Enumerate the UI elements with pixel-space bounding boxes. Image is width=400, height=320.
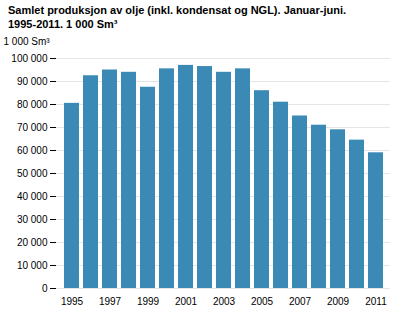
svg-text:10 000: 10 000: [17, 259, 48, 270]
svg-text:100 000: 100 000: [11, 52, 48, 63]
svg-text:1 000 Sm³: 1 000 Sm³: [4, 35, 51, 46]
html-text:1995-2011. 1 000 Sm³: 1995-2011. 1 000 Sm³: [8, 17, 118, 30]
svg-text:0: 0: [42, 282, 48, 293]
svg-text:50 000: 50 000: [17, 167, 48, 178]
svg-text:2001: 2001: [175, 295, 198, 306]
svg-text:2005: 2005: [251, 295, 274, 306]
svg-text:20 000: 20 000: [17, 236, 48, 247]
svg-text:1999: 1999: [137, 295, 160, 306]
svg-text:90 000: 90 000: [17, 75, 48, 86]
svg-text:70 000: 70 000: [17, 121, 48, 132]
svg-text:80 000: 80 000: [17, 98, 48, 109]
svg-text:1995: 1995: [61, 295, 84, 306]
svg-text:30 000: 30 000: [17, 213, 48, 224]
svg-text:60 000: 60 000: [17, 144, 48, 155]
svg-text:2011: 2011: [365, 295, 387, 306]
html-text:Samlet produksjon av olje (ink: Samlet produksjon av olje (inkl. kondens…: [8, 4, 346, 16]
svg-text:2003: 2003: [213, 295, 236, 306]
svg-text:40 000: 40 000: [17, 190, 48, 201]
svg-text:2007: 2007: [289, 295, 312, 306]
svg-text:1997: 1997: [99, 295, 122, 306]
svg-text:2009: 2009: [327, 295, 350, 306]
